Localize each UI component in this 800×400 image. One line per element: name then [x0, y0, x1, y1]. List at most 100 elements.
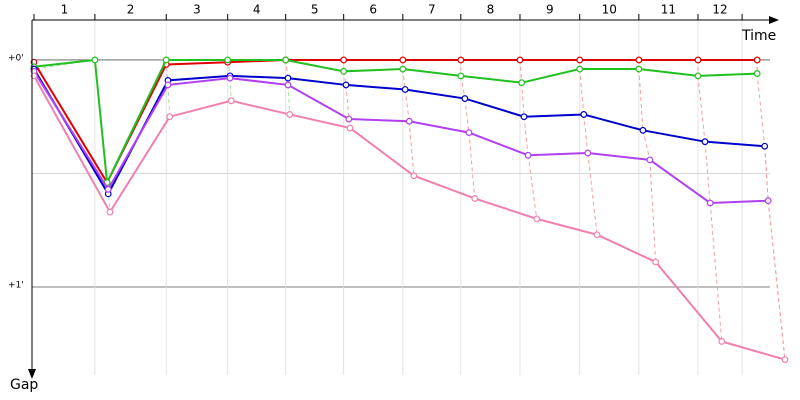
point [340, 56, 348, 64]
point [166, 113, 174, 121]
x-tick-label: 7 [428, 3, 436, 17]
lap-connector [642, 130, 651, 160]
x-axis-title: Time [741, 28, 776, 44]
series-lines [30, 56, 789, 364]
point [162, 56, 170, 64]
point [580, 111, 588, 118]
point [342, 81, 350, 89]
x-tick-label: 8 [487, 3, 495, 17]
lap-connector [756, 73, 766, 147]
point [576, 56, 584, 64]
x-tick-label: 10 [602, 3, 617, 17]
x-tick-label: 1 [61, 3, 69, 17]
point [401, 86, 409, 93]
x-tick-label: 9 [546, 3, 554, 17]
point [457, 72, 465, 80]
point [282, 56, 290, 64]
lap-connector [587, 152, 598, 235]
point [410, 172, 418, 180]
point [91, 56, 99, 64]
point [106, 208, 114, 216]
point [399, 56, 407, 64]
point [224, 56, 232, 64]
lap-connector [527, 155, 538, 219]
x-tick-label: 3 [193, 3, 201, 17]
point [635, 56, 643, 64]
lap-connector [583, 114, 589, 154]
point [753, 56, 761, 64]
lap-connector [408, 121, 415, 176]
point [781, 356, 789, 364]
point [30, 72, 38, 80]
point [576, 65, 584, 73]
lap-connector [579, 68, 585, 115]
point [164, 81, 172, 89]
point [227, 97, 235, 105]
point [471, 195, 479, 202]
point [104, 185, 112, 193]
point [701, 138, 709, 146]
x-tick-label: 12 [712, 3, 727, 17]
point [694, 56, 702, 64]
point [694, 72, 702, 80]
series-line [33, 58, 758, 187]
point [593, 231, 601, 239]
point [639, 126, 647, 134]
lap-connector [764, 146, 769, 201]
lap-connector [649, 159, 657, 263]
lap-connector [287, 84, 291, 115]
point [286, 111, 294, 118]
x-tick-label: 11 [661, 3, 676, 17]
lap-connector [704, 141, 711, 204]
lap-connector [468, 132, 476, 199]
y-tick-label: +0' [8, 53, 24, 63]
lap-connector [402, 68, 406, 90]
point [652, 258, 660, 266]
lap-connector [767, 200, 786, 360]
point [226, 74, 234, 82]
lap-connector [521, 82, 525, 117]
point [718, 338, 726, 345]
point [399, 65, 407, 73]
point [761, 142, 769, 150]
x-tick-label: 5 [311, 3, 319, 17]
x-tick-label: 6 [369, 3, 377, 17]
series-line [33, 68, 765, 196]
lap-connector [229, 78, 232, 101]
point [533, 215, 541, 223]
point [518, 79, 526, 87]
point [520, 113, 528, 121]
lap-connector [460, 75, 466, 99]
series-line [33, 70, 769, 204]
y-tick-label: +1' [8, 280, 24, 290]
lap-connector [709, 202, 723, 342]
point [646, 156, 654, 164]
lap-connector [404, 89, 410, 122]
lap-connector [464, 98, 470, 133]
point [764, 197, 772, 205]
point [346, 124, 354, 132]
point [284, 74, 292, 82]
point [345, 115, 353, 123]
point [465, 129, 473, 137]
point [524, 151, 532, 159]
y-axis-title: Gap [10, 377, 38, 393]
x-tick-label: 4 [253, 3, 261, 17]
point [706, 199, 714, 207]
point [461, 95, 469, 102]
lap-connector [519, 59, 523, 83]
point [635, 65, 643, 73]
point [340, 67, 348, 75]
lap-connector [697, 75, 706, 142]
lap-connector [638, 69, 644, 131]
point [753, 70, 761, 77]
point [405, 117, 413, 125]
x-tick-label: 2 [127, 3, 135, 17]
point [584, 149, 592, 157]
point [516, 56, 524, 64]
lap-connector [167, 84, 171, 117]
lap-connector [345, 84, 350, 120]
point [284, 81, 292, 89]
point [457, 56, 465, 64]
